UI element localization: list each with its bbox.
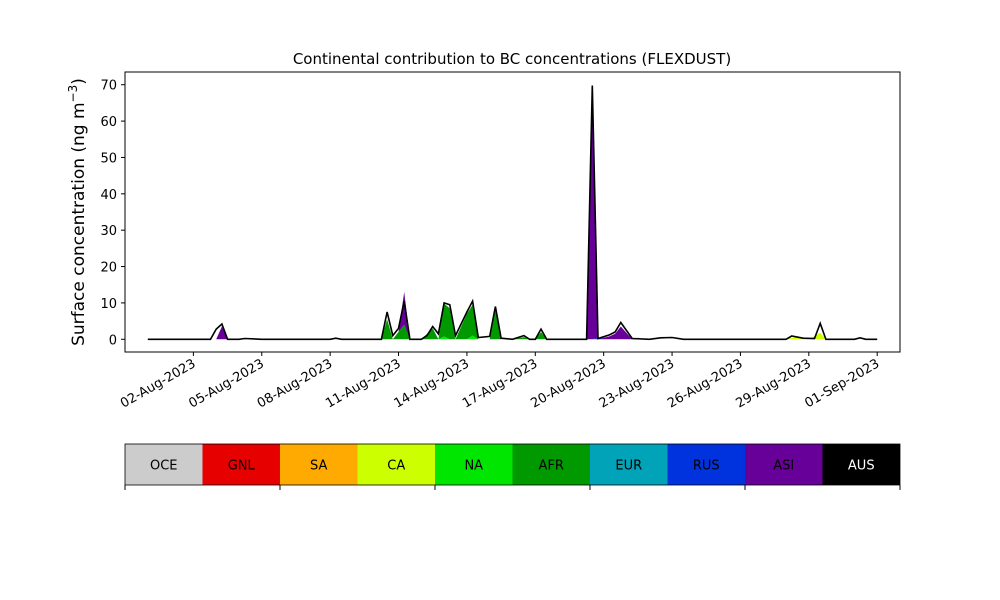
x-tick-label: 26-Aug-2023: [665, 356, 745, 411]
legend-label-rus: RUS: [693, 459, 720, 474]
area-afr: [147, 303, 878, 340]
x-axis-ticks: 02-Aug-202305-Aug-202308-Aug-202311-Aug-…: [118, 352, 882, 412]
y-tick-label: 0: [109, 333, 117, 348]
y-tick-label: 30: [100, 224, 117, 239]
x-tick-label: 05-Aug-2023: [186, 356, 266, 411]
chart-title: Continental contribution to BC concentra…: [293, 50, 731, 68]
area-aus: [147, 88, 878, 340]
legend-label-asi: ASI: [773, 459, 794, 474]
x-tick-label: 02-Aug-2023: [118, 356, 198, 411]
y-axis-label-exponent: −3: [66, 85, 80, 103]
x-tick-label: 20-Aug-2023: [528, 356, 608, 411]
legend-label-ca: CA: [387, 459, 405, 474]
legend-swatch-aus: [822, 444, 900, 485]
y-tick-label: 60: [100, 115, 117, 130]
y-tick-label: 40: [100, 188, 117, 203]
plot-area: [147, 85, 878, 341]
x-tick-label: 08-Aug-2023: [255, 356, 335, 411]
legend-swatch-na: [435, 444, 513, 485]
legend-label-gnl: GNL: [228, 459, 256, 474]
y-axis-label-text: Surface concentration (ng m: [69, 102, 89, 345]
legend-swatch-asi: [745, 444, 823, 485]
x-tick-label: 11-Aug-2023: [323, 356, 403, 411]
legend-label-na: NA: [464, 459, 483, 474]
legend-swatch-gnl: [202, 444, 280, 485]
legend-label-sa: SA: [310, 459, 327, 474]
x-tick-label: 14-Aug-2023: [392, 356, 472, 411]
y-tick-label: 70: [100, 79, 117, 94]
x-tick-label: 29-Aug-2023: [733, 356, 813, 411]
y-tick-label: 20: [100, 261, 117, 276]
legend-swatch-oce: [125, 444, 203, 485]
area-rus: [147, 303, 878, 340]
y-tick-label: 10: [100, 297, 117, 312]
area-asi: [147, 88, 878, 340]
y-axis-label: Surface concentration (ng m−3): [66, 78, 89, 346]
legend-label-eur: EUR: [615, 459, 642, 474]
legend-swatch-ca: [357, 444, 435, 485]
x-tick-label: 23-Aug-2023: [597, 356, 677, 411]
x-tick-label: 17-Aug-2023: [460, 356, 540, 411]
y-tick-label: 50: [100, 151, 117, 166]
legend-swatch-eur: [590, 444, 668, 485]
legend-label-aus: AUS: [848, 459, 875, 474]
legend-swatch-rus: [667, 444, 745, 485]
y-axis-ticks: 0 10 20 30 40 50 60 70: [100, 79, 125, 348]
legend-label-oce: OCE: [150, 459, 178, 474]
stacked-areas: [147, 88, 878, 340]
legend-swatch-afr: [512, 444, 590, 485]
legend-label-afr: AFR: [539, 459, 564, 474]
legend-swatch-sa: [280, 444, 358, 485]
plot-frame: [124, 71, 901, 353]
total-outline: [147, 85, 878, 341]
x-tick-label: 01-Sep-2023: [802, 356, 882, 411]
legend-colorbar: OCE GNL SA CA NA AFR EUR RUS ASI AUS: [124, 443, 901, 490]
legend-frame: [124, 443, 901, 486]
y-axis-label-close: ): [69, 78, 89, 85]
